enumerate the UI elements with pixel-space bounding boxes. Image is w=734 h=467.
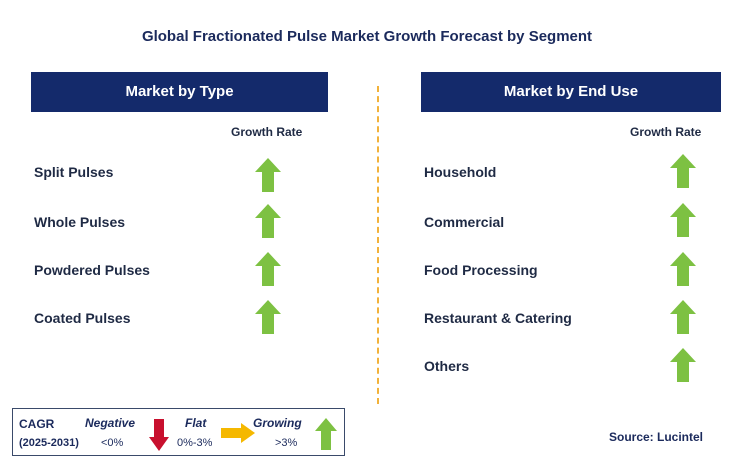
legend-flat-range: 0%-3% [177, 437, 213, 449]
panel-divider [377, 86, 379, 404]
type-growth-rate-label: Growth Rate [231, 125, 303, 139]
page-title: Global Fractionated Pulse Market Growth … [141, 28, 593, 45]
end-use-row-label: Restaurant & Catering [424, 310, 572, 326]
type-panel-header: Market by Type [31, 72, 328, 112]
growing-up-arrow-icon [255, 300, 281, 334]
red-down-arrow-icon [149, 419, 169, 451]
type-row-label: Whole Pulses [34, 214, 126, 230]
growing-up-arrow-icon [670, 203, 696, 237]
legend-growing-label: Growing [253, 416, 302, 430]
legend-cagr-label: CAGR [19, 417, 55, 431]
end-use-row-label: Food Processing [424, 262, 538, 278]
end-use-panel-header: Market by End Use [421, 72, 721, 112]
growing-up-arrow-icon [670, 252, 696, 286]
legend-negative-label: Negative [85, 416, 136, 430]
growing-up-arrow-icon [255, 158, 281, 192]
growing-up-arrow-icon [255, 252, 281, 286]
source-note: Source: Lucintel [609, 430, 704, 444]
cagr-legend: CAGR (2025-2031) Negative <0% Flat 0%-3%… [12, 408, 345, 456]
green-up-arrow-icon [315, 418, 337, 450]
legend-flat-label: Flat [185, 416, 207, 430]
type-row-label: Powdered Pulses [34, 262, 150, 278]
end-use-row-label: Others [424, 358, 470, 374]
legend-growing-range: >3% [275, 437, 298, 449]
legend-negative-range: <0% [101, 437, 124, 449]
growing-up-arrow-icon [670, 154, 696, 188]
growing-up-arrow-icon [670, 300, 696, 334]
orange-right-arrow-icon [221, 423, 255, 443]
growing-up-arrow-icon [670, 348, 696, 382]
type-row-label: Coated Pulses [34, 310, 131, 326]
end-use-growth-rate-label: Growth Rate [630, 125, 702, 139]
type-row-label: Split Pulses [34, 164, 114, 180]
growing-up-arrow-icon [255, 204, 281, 238]
end-use-row-label: Commercial [424, 214, 505, 230]
legend-period: (2025-2031) [19, 437, 79, 449]
end-use-row-label: Household [424, 164, 497, 180]
